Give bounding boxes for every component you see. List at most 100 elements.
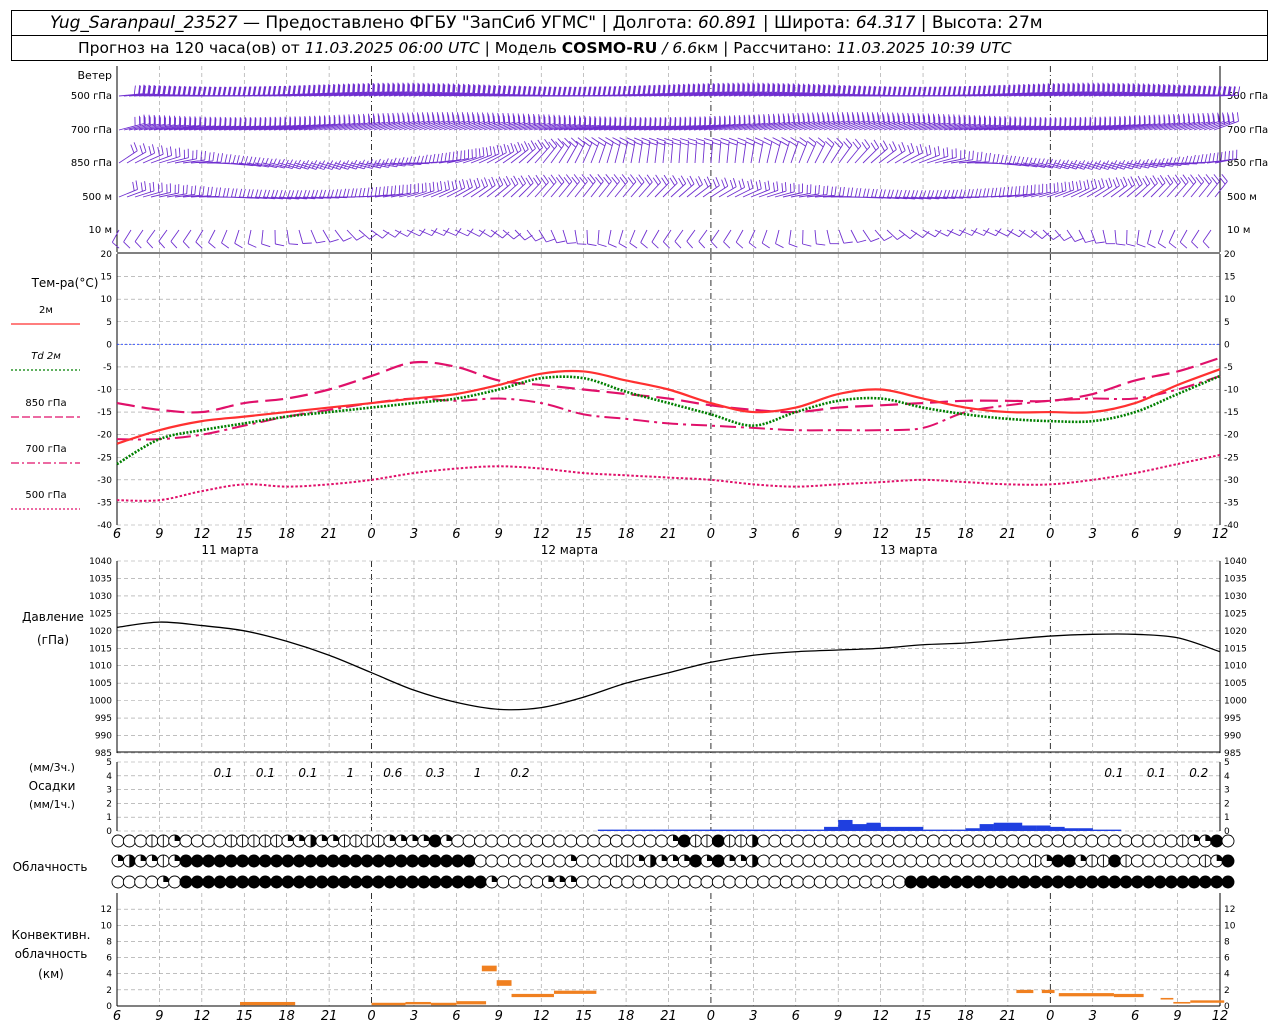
- precip-unit-1h: (мм/1ч.): [29, 798, 75, 811]
- cloud-symbol: [621, 875, 635, 889]
- cloud-symbol: [1142, 875, 1156, 889]
- cloud-symbol: [677, 875, 691, 889]
- y-tick-label-right: 20: [1224, 250, 1236, 260]
- cloud-symbol: [632, 875, 646, 889]
- cloud-symbol-fill: [151, 855, 158, 861]
- model-resolution: / 6.6: [657, 39, 698, 57]
- hour-tick-label: 18: [618, 1009, 635, 1024]
- cloud-symbol: [507, 834, 521, 848]
- cloud-symbol-fill: [163, 876, 170, 882]
- convective-segment: [240, 1001, 296, 1006]
- precip-bar: [597, 829, 613, 831]
- cloud-symbol: [451, 854, 465, 868]
- hour-tick-label: 9: [495, 1009, 503, 1024]
- cloud-symbol: [621, 834, 635, 848]
- cloud-symbol: [1153, 875, 1167, 889]
- cloud-symbol: [1096, 875, 1110, 889]
- y-tick-label-left: 4: [106, 970, 112, 980]
- cloud-symbol: [859, 854, 873, 868]
- precip-bar: [640, 829, 655, 831]
- hour-tick-label: 15: [236, 527, 253, 542]
- cloud-symbol: [451, 834, 465, 848]
- hour-tick-label: 6: [113, 527, 121, 542]
- cloud-symbol: [179, 875, 193, 889]
- cloud-symbol: [462, 854, 476, 868]
- y-tick-label-right: -25: [1224, 453, 1239, 463]
- cloud-symbol: [349, 854, 363, 868]
- cloud-symbol-fill: [752, 835, 759, 847]
- precip-3h-label: 0.3: [426, 766, 445, 780]
- wind-level-label-left: 500 гПа: [71, 91, 112, 102]
- precip-3h-label: 0.2: [510, 766, 529, 780]
- wind-level-label-left: 850 гПа: [71, 158, 112, 169]
- hour-tick-label: 3: [410, 1009, 418, 1024]
- cloud-symbol: [689, 875, 703, 889]
- y-tick-label-left: 995: [95, 714, 112, 724]
- precip-bar: [739, 829, 754, 831]
- pressure-unit: (гПа): [37, 633, 69, 647]
- clouds-panel: Облачность: [13, 834, 1235, 889]
- y-tick-label-right: 985: [1224, 749, 1241, 759]
- cloud-symbol: [417, 875, 431, 889]
- hour-tick-label: 12: [1212, 527, 1229, 542]
- convective-title-3: (км): [38, 967, 64, 981]
- cloud-symbol: [847, 875, 861, 889]
- cloud-symbol: [1096, 834, 1110, 848]
- cloud-symbol: [349, 875, 363, 889]
- cloud-symbol: [247, 875, 261, 889]
- precip-bar: [710, 829, 726, 831]
- cloud-symbol: [451, 875, 465, 889]
- cloud-symbol-fill: [412, 835, 419, 841]
- precip-3h-label: 0.2: [1189, 766, 1208, 780]
- y-tick-label-right: 10: [1224, 295, 1236, 305]
- longitude-value: 60.891: [697, 13, 758, 33]
- pressure-panel: 1040 1040 1035 1035 1030 1030 1025 1025 1020 1020…: [22, 557, 1247, 759]
- y-tick-label-left: 985: [95, 749, 112, 759]
- cloud-symbol: [825, 834, 839, 848]
- cloud-symbol: [473, 875, 487, 889]
- legend-label: 700 гПа: [25, 444, 66, 455]
- precip-bar: [993, 822, 1009, 831]
- cloud-symbol: [893, 854, 906, 868]
- temperature-panel: 20 20 15 15 10 10 5 5 0 0 -5 -5 -10 -10 -15 -15 -20 -20 -2…: [11, 250, 1239, 531]
- y-tick-label-right: 0: [1224, 827, 1230, 837]
- hour-tick-label: 6: [792, 527, 800, 542]
- y-tick-label-right: 0: [1224, 1002, 1230, 1012]
- precip-panel: 5 5 4 4 3 3 2 2 1 1 0 0 (мм/3ч.) Осадки (мм/1ч.) 0.1 0.1…: [29, 758, 1230, 837]
- cloud-symbol: [723, 875, 737, 889]
- hour-tick-label: 15: [915, 527, 932, 542]
- cloud-symbol: [927, 834, 940, 848]
- y-tick-label-left: 1035: [89, 574, 112, 584]
- cloud-symbol: [1198, 875, 1212, 889]
- cloud-symbol-fill: [571, 876, 578, 882]
- cloud-symbol: [496, 875, 510, 889]
- y-tick-label-right: -40: [1224, 521, 1239, 531]
- forecast-time: 11.03.2025 06:00 UTC: [304, 39, 480, 57]
- wind-level-label-left: 500 м: [82, 192, 112, 203]
- cloud-symbol: [372, 854, 385, 868]
- convective-segment: [1016, 989, 1034, 994]
- cloud-symbol: [134, 834, 148, 848]
- cloud-symbol: [224, 875, 238, 889]
- cloud-symbol: [961, 875, 974, 889]
- y-tick-label-right: 1010: [1224, 662, 1247, 672]
- cloud-symbol-fill: [129, 855, 136, 867]
- day-label: 11 марта: [201, 543, 258, 557]
- cloud-symbol: [1130, 875, 1144, 889]
- y-tick-label-right: 4: [1224, 970, 1230, 980]
- cloud-symbol: [598, 854, 612, 868]
- temperature-title: Тем-ра(°С): [31, 276, 99, 290]
- precip-bar: [654, 829, 669, 831]
- cloud-symbol: [258, 854, 272, 868]
- cloud-symbol: [1142, 854, 1156, 868]
- precip-bar: [696, 829, 712, 831]
- legend-label: Td 2м: [31, 351, 61, 362]
- precip-bar: [894, 826, 910, 831]
- hour-tick-label: 3: [1089, 527, 1097, 542]
- precip-bar: [1036, 825, 1051, 831]
- cloud-symbol-fill: [299, 835, 306, 841]
- y-tick-label-right: -10: [1224, 386, 1239, 396]
- series-line-0: [116, 368, 1221, 445]
- cloud-symbol: [428, 834, 442, 848]
- hour-tick-label: 9: [495, 527, 503, 542]
